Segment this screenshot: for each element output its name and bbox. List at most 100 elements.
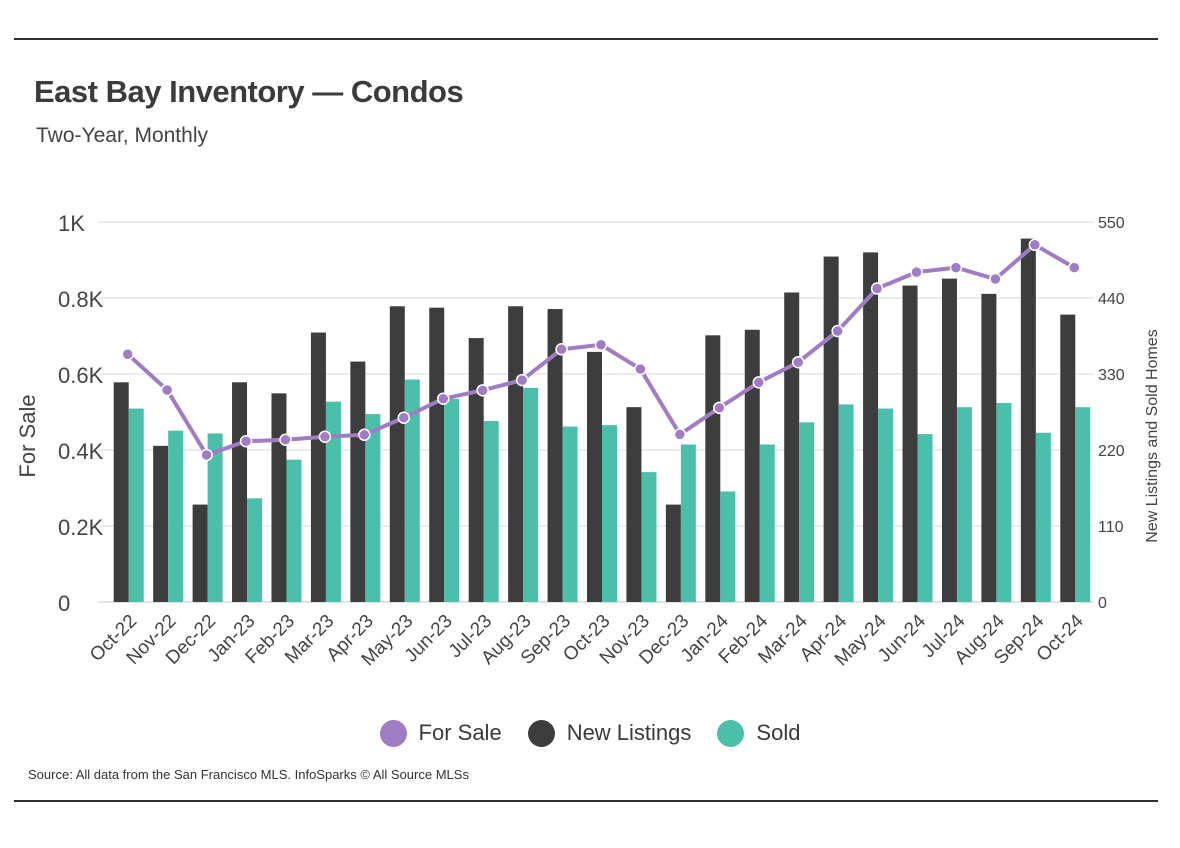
new-listings-bar	[705, 335, 721, 602]
new-listings-bar	[1060, 314, 1076, 602]
right-tick-label: 330	[1098, 367, 1125, 384]
sold-bar	[523, 387, 539, 602]
new-listings-bar	[429, 307, 445, 602]
sold-bar	[799, 422, 815, 602]
bars	[113, 238, 1091, 602]
for-sale-point	[634, 362, 647, 376]
sold-bar	[996, 403, 1012, 602]
sold-bar	[1035, 432, 1051, 602]
legend-item-for-sale[interactable]: For Sale	[379, 719, 502, 747]
new-listings-bar	[902, 285, 918, 602]
chart-subtitle: Two-Year, Monthly	[36, 124, 208, 147]
chart-legend: For Sale New Listings Sold	[0, 715, 1180, 751]
new-listings-bar	[1020, 238, 1036, 602]
for-sale-point	[831, 324, 844, 338]
new-listings-bar	[113, 382, 129, 602]
new-listings-bar	[389, 306, 405, 602]
for-sale-point	[594, 338, 608, 351]
for-sale-point	[318, 430, 332, 443]
legend-swatch-new-listings	[527, 719, 555, 747]
for-sale-point	[989, 272, 1002, 286]
sold-bar	[168, 430, 184, 602]
new-listings-bar	[508, 306, 524, 602]
for-sale-point	[713, 401, 726, 415]
for-sale-point	[397, 411, 411, 424]
left-tick-label: 0	[58, 591, 70, 616]
sold-bar	[444, 398, 460, 602]
left-tick-label: 1K	[58, 211, 85, 236]
new-listings-bar	[941, 278, 957, 602]
for-sale-point	[121, 347, 134, 361]
left-tick-label: 0.6K	[58, 363, 104, 388]
sold-bar	[878, 408, 894, 602]
sold-bar	[720, 491, 736, 602]
new-listings-bar	[271, 393, 287, 602]
sold-bar	[247, 498, 263, 602]
for-sale-line	[121, 238, 1081, 462]
for-sale-point	[200, 448, 213, 462]
for-sale-point	[279, 433, 292, 446]
new-listings-bar	[823, 256, 839, 602]
chart-title: East Bay Inventory — Condos	[34, 74, 464, 109]
sold-bar	[680, 444, 696, 602]
sold-bar	[483, 420, 499, 602]
for-sale-point	[1028, 238, 1042, 252]
legend-label-new-listings: New Listings	[566, 720, 692, 745]
right-tick-label: 110	[1098, 519, 1124, 536]
sold-bar	[286, 459, 302, 602]
sold-bar	[602, 425, 617, 602]
for-sale-point	[515, 373, 529, 387]
legend-item-new-listings[interactable]: New Listings	[527, 719, 692, 747]
right-tick-label: 0	[1098, 595, 1107, 612]
legend-swatch-for-sale	[379, 719, 407, 747]
for-sale-point	[160, 383, 174, 397]
new-listings-bar	[468, 338, 484, 602]
new-listings-bar	[784, 292, 800, 602]
right-axis-title: New Listings and Sold Homes	[1144, 329, 1161, 542]
for-sale-point	[358, 428, 371, 442]
sold-bar	[917, 434, 933, 602]
sold-bar	[956, 407, 972, 602]
sold-bar	[404, 379, 420, 602]
sold-bar	[641, 472, 657, 602]
new-listings-bar	[310, 332, 326, 602]
for-sale-point	[1068, 261, 1081, 274]
left-tick-label: 0.8K	[58, 287, 104, 312]
legend-swatch-sold	[717, 719, 745, 747]
new-listings-bar	[863, 252, 879, 602]
legend-item-sold[interactable]: Sold	[717, 719, 801, 747]
left-axis-title: For Sale	[15, 394, 40, 477]
for-sale-point	[476, 384, 489, 397]
for-sale-point	[555, 343, 568, 356]
new-listings-bar	[547, 309, 563, 602]
new-listings-bar	[232, 382, 248, 602]
new-listings-bar	[981, 293, 997, 602]
new-listings-bar	[665, 504, 681, 602]
sold-bar	[562, 426, 578, 602]
new-listings-bar	[350, 361, 366, 602]
bottom-rule	[14, 800, 1158, 802]
new-listings-bar	[192, 504, 208, 602]
for-sale-point	[436, 392, 450, 405]
sold-bar	[1075, 407, 1091, 602]
sold-bar	[128, 408, 144, 602]
sold-bar	[759, 444, 775, 602]
right-tick-label: 550	[1098, 215, 1125, 232]
sold-bar	[838, 404, 854, 602]
legend-label-for-sale: For Sale	[418, 720, 502, 745]
for-sale-point	[791, 355, 805, 369]
right-tick-label: 220	[1098, 443, 1125, 460]
new-listings-bar	[153, 445, 169, 602]
new-listings-bar	[744, 329, 760, 602]
sold-bar	[325, 401, 341, 602]
sold-bar	[207, 433, 223, 602]
source-note: Source: All data from the San Francisco …	[28, 767, 469, 782]
for-sale-point	[870, 282, 884, 295]
sold-bar	[365, 414, 381, 602]
for-sale-point	[949, 261, 963, 274]
legend-label-sold: Sold	[756, 720, 801, 745]
for-sale-point	[752, 376, 766, 389]
top-rule	[14, 38, 1158, 40]
right-tick-label: 440	[1098, 291, 1125, 308]
